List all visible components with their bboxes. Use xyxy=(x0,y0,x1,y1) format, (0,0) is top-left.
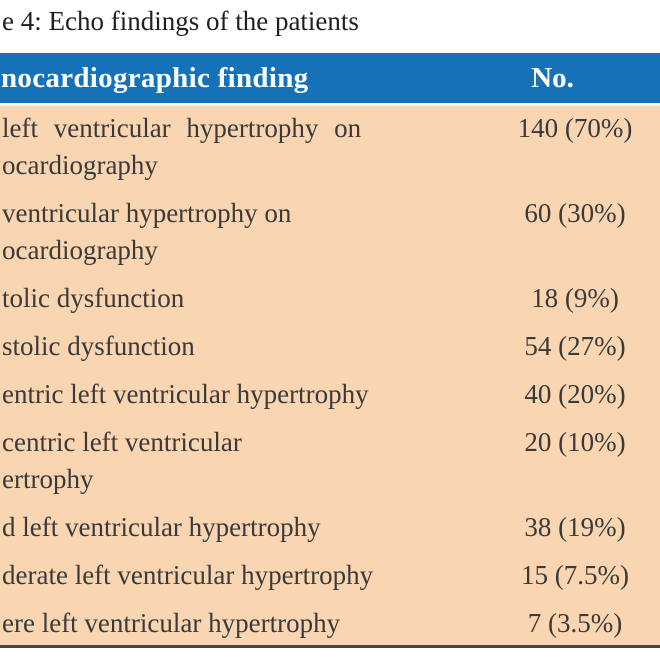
finding-cell: stolic dysfunction xyxy=(0,328,490,365)
finding-line: stolic dysfunction xyxy=(2,331,195,361)
table-row: entric left ventricular hypertrophy 40 (… xyxy=(0,376,660,413)
table-header-row: nocardiographic finding No. xyxy=(0,53,660,103)
finding-line: ere left ventricular hypertrophy xyxy=(2,608,341,638)
value-cell: 60 (30%) xyxy=(524,198,626,228)
finding-cell: d left ventricular hypertrophy xyxy=(0,509,490,546)
finding-cell: centric left ventricular ertrophy xyxy=(0,424,490,498)
table-row: ere left ventricular hypertrophy 7 (3.5%… xyxy=(0,605,660,642)
finding-cell: tolic dysfunction xyxy=(0,280,490,317)
finding-line: ocardiography xyxy=(2,150,158,180)
finding-line: centric left ventricular xyxy=(2,427,242,457)
value-cell: 38 (19%) xyxy=(524,512,626,542)
finding-line: entric left ventricular hypertrophy xyxy=(2,379,369,409)
finding-cell: derate left ventricular hypertrophy xyxy=(0,557,490,594)
finding-cell: left ventricular hypertrophy on ocardiog… xyxy=(0,110,490,184)
table-row: tolic dysfunction 18 (9%) xyxy=(0,280,660,317)
table-row: d left ventricular hypertrophy 38 (19%) xyxy=(0,509,660,546)
table-row: derate left ventricular hypertrophy 15 (… xyxy=(0,557,660,594)
finding-line: tolic dysfunction xyxy=(2,283,185,313)
table-row: left ventricular hypertrophy on ocardiog… xyxy=(0,110,660,184)
value-cell: 40 (20%) xyxy=(524,379,626,409)
finding-line: derate left ventricular hypertrophy xyxy=(2,560,374,590)
table-body: left ventricular hypertrophy on ocardiog… xyxy=(0,106,660,645)
table-bottom-rule xyxy=(0,645,660,648)
value-cell: 18 (9%) xyxy=(531,283,619,313)
table-row: ventricular hypertrophy on ocardiography… xyxy=(0,195,660,269)
value-cell: 140 (70%) xyxy=(517,113,633,143)
finding-line: ocardiography xyxy=(2,235,158,265)
header-no-column: No. xyxy=(531,61,574,94)
finding-line: ventricular hypertrophy on xyxy=(2,198,292,228)
finding-cell: entric left ventricular hypertrophy xyxy=(0,376,490,413)
value-cell: 20 (10%) xyxy=(524,427,626,457)
header-finding-column: nocardiographic finding xyxy=(1,61,309,94)
value-cell: 54 (27%) xyxy=(524,331,626,361)
table-row: stolic dysfunction 54 (27%) xyxy=(0,328,660,365)
value-cell: 15 (7.5%) xyxy=(521,560,629,590)
finding-line: ertrophy xyxy=(2,464,94,494)
table-caption: e 4: Echo findings of the patients xyxy=(2,6,359,36)
value-cell: 7 (3.5%) xyxy=(527,608,623,638)
header-body-divider xyxy=(0,103,660,106)
finding-cell: ere left ventricular hypertrophy xyxy=(0,605,490,642)
table-row: centric left ventricular ertrophy 20 (10… xyxy=(0,424,660,498)
finding-cell: ventricular hypertrophy on ocardiography xyxy=(0,195,490,269)
finding-line: d left ventricular hypertrophy xyxy=(2,512,321,542)
finding-line: left ventricular hypertrophy on xyxy=(2,113,362,143)
